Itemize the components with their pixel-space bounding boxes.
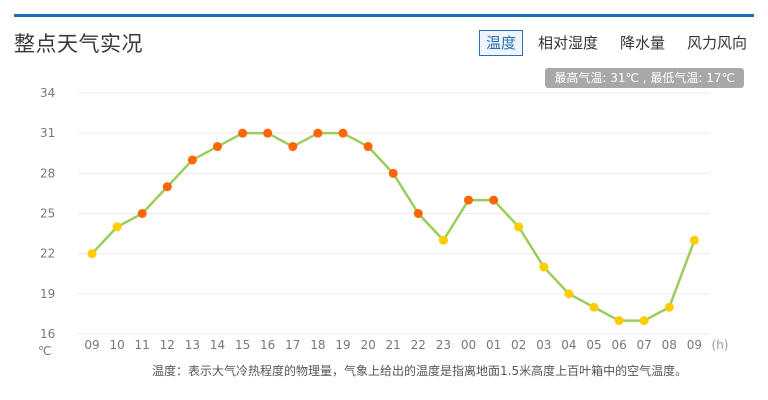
x-tick-label: 08: [662, 338, 677, 352]
x-tick-label: 22: [411, 338, 426, 352]
x-tick-label: 00: [461, 338, 476, 352]
data-point: [288, 142, 298, 152]
y-tick-label: 34: [40, 86, 55, 100]
x-tick-label: 11: [135, 338, 150, 352]
x-axis-unit: (h): [712, 338, 729, 352]
data-point: [137, 209, 147, 218]
data-point: [689, 235, 699, 245]
data-point: [187, 155, 197, 165]
x-tick-label: 17: [285, 338, 300, 352]
x-tick-label: 03: [536, 338, 551, 352]
temperature-footnote: 温度：表示大气冷热程度的物理量，气象上给出的温度是指离地面1.5米高度上百叶箱中…: [152, 364, 688, 378]
data-point: [539, 262, 549, 272]
data-point: [363, 142, 373, 152]
y-tick-label: 31: [40, 126, 55, 140]
tab-temperature[interactable]: 温度: [478, 30, 523, 56]
data-point: [388, 168, 398, 178]
data-point: [87, 249, 97, 259]
x-tick-label: 10: [109, 338, 124, 352]
widget-title: 整点天气实况: [14, 32, 143, 56]
y-tick-label: 28: [40, 166, 55, 180]
data-point: [238, 128, 248, 138]
x-tick-label: 12: [160, 338, 175, 352]
metric-tabs: 温度 相对湿度 降水量 风力风向: [478, 30, 754, 56]
x-tick-label: 14: [210, 338, 225, 352]
x-tick-label: 23: [436, 338, 451, 352]
data-point: [589, 302, 599, 312]
data-point: [413, 209, 423, 218]
x-tick-label: 02: [511, 338, 526, 352]
x-tick-label: 15: [235, 338, 250, 352]
x-tick-label: 09: [84, 338, 99, 352]
x-tick-label: 06: [611, 338, 626, 352]
data-point: [614, 316, 624, 326]
x-tick-label: 16: [260, 338, 275, 352]
x-tick-label: 19: [335, 338, 350, 352]
x-tick-label: 01: [486, 338, 501, 352]
x-tick-label: 21: [386, 338, 401, 352]
y-axis-unit: ℃: [38, 344, 51, 358]
y-tick-label: 22: [40, 247, 55, 261]
data-point: [639, 316, 649, 326]
data-point: [162, 182, 172, 192]
data-point: [664, 302, 674, 312]
tab-wind[interactable]: 风力风向: [686, 34, 747, 52]
data-point: [112, 222, 122, 232]
data-point: [514, 222, 524, 232]
tab-precipitation[interactable]: 降水量: [619, 34, 665, 52]
x-tick-label: 04: [561, 338, 576, 352]
temperature-summary-badge: 最高气温: 31℃ , 最低气温: 17℃: [545, 68, 744, 88]
x-tick-label: 20: [360, 338, 375, 352]
x-tick-label: 18: [310, 338, 325, 352]
x-tick-label: 07: [637, 338, 652, 352]
data-point: [438, 235, 448, 245]
header-rule: [14, 14, 754, 17]
data-point: [213, 142, 222, 152]
x-tick-label: 09: [687, 338, 702, 352]
y-tick-label: 19: [40, 287, 55, 301]
temperature-line: [91, 131, 696, 322]
data-point: [338, 128, 348, 138]
data-point: [263, 128, 273, 138]
x-tick-label: 13: [185, 338, 200, 352]
y-tick-label: 16: [40, 327, 55, 341]
data-point: [489, 195, 499, 205]
data-point: [313, 128, 323, 138]
y-tick-label: 25: [40, 207, 55, 221]
data-point: [564, 289, 574, 299]
data-point: [464, 195, 473, 205]
x-tick-label: 05: [586, 338, 601, 352]
tab-humidity[interactable]: 相对湿度: [537, 34, 598, 52]
